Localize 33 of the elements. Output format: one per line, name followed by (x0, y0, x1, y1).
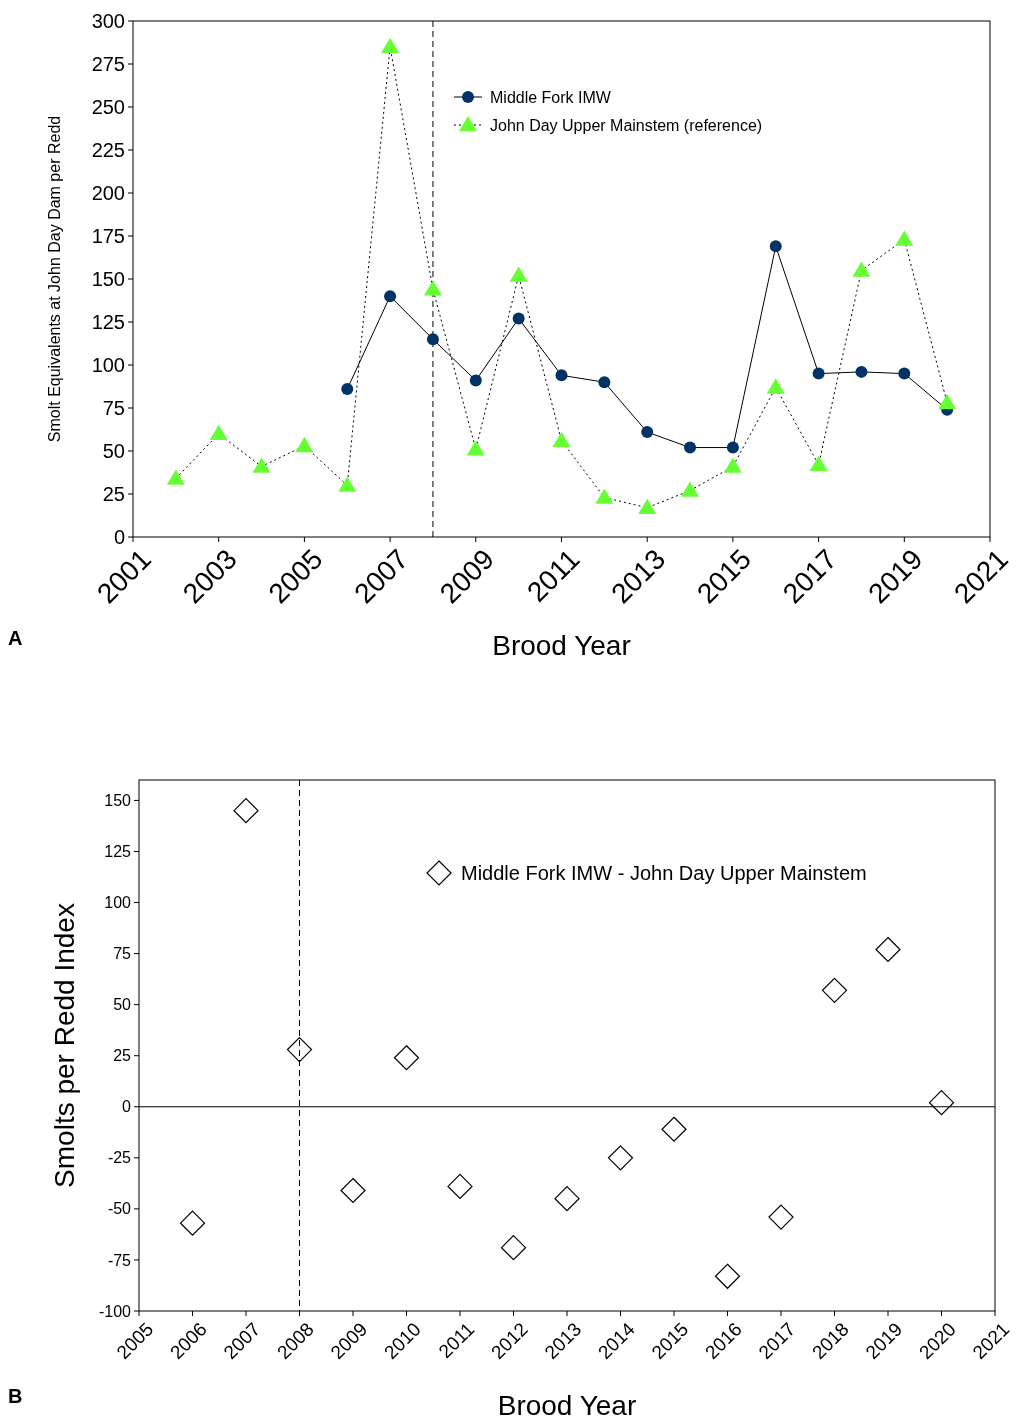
legend-label: John Day Upper Mainstem (reference) (490, 116, 763, 134)
y-axis-title: Smolts per Redd Index (49, 903, 80, 1188)
x-axis-title: Brood Year (497, 1390, 637, 1420)
y-tick-label: 0 (113, 526, 125, 548)
y-tick-label: -25 (107, 1149, 132, 1167)
y-tick-label: 50 (113, 996, 132, 1014)
legend-label: Middle Fork IMW - John Day Upper Mainstem (461, 862, 867, 884)
y-tick-label: 150 (91, 268, 125, 290)
x-axis-title: Brood Year (492, 630, 631, 661)
y-tick-label: -50 (107, 1200, 132, 1218)
y-tick-label: 75 (113, 945, 132, 963)
y-tick-label: 25 (102, 483, 125, 505)
y-axis-title: Smolt Equivalents at John Day Dam per Redd (46, 115, 63, 443)
y-tick-label: 250 (91, 96, 125, 118)
y-tick-label: 275 (91, 53, 125, 75)
y-tick-label: 175 (91, 225, 125, 247)
y-tick-label: 125 (91, 311, 125, 333)
legend-label: Middle Fork IMW (490, 88, 612, 106)
y-tick-label: -100 (98, 1302, 132, 1320)
y-tick-label: -75 (107, 1251, 132, 1269)
y-tick-label: 0 (122, 1098, 132, 1116)
y-tick-label: 75 (102, 397, 125, 419)
y-tick-label: 200 (91, 182, 125, 204)
y-tick-label: 150 (104, 792, 132, 810)
y-tick-label: 225 (91, 139, 125, 161)
y-tick-label: 100 (104, 894, 132, 912)
y-tick-label: 125 (104, 843, 132, 861)
y-tick-label: 300 (91, 10, 125, 32)
y-tick-label: 100 (91, 354, 125, 376)
text: B (8, 1385, 23, 1407)
y-tick-label: 50 (102, 440, 125, 462)
y-tick-label: 25 (113, 1047, 132, 1065)
text: A (8, 627, 23, 649)
